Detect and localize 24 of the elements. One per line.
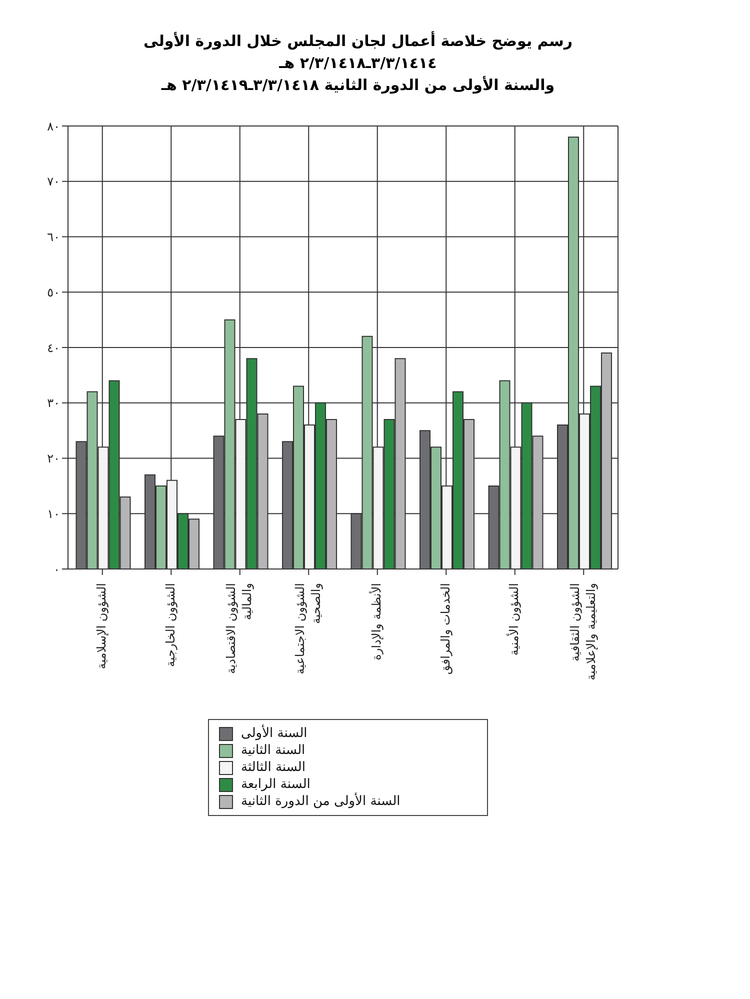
x-tick-label: الشؤون الثقافية والتعليمية والإعلامية xyxy=(568,583,598,680)
legend-label: السنة الرابعة xyxy=(241,777,310,792)
x-tick-label: الشؤون الاجتماعية والصحية xyxy=(292,583,323,674)
y-tick-label: ٥٠ xyxy=(47,285,60,300)
y-tick-label: ٠ xyxy=(54,562,60,576)
y-tick-label: ٢٠ xyxy=(47,452,60,466)
legend-label: السنة الأولى xyxy=(241,726,308,741)
legend-label: السنة الثانية xyxy=(241,743,306,758)
x-tick-label: الخدمات والمرافق xyxy=(438,583,452,675)
x-tick-label: الشؤون الإسلامية xyxy=(94,583,109,670)
y-tick-label: ٣٠ xyxy=(47,396,60,410)
y-tick-label: ٨٠ xyxy=(47,119,60,134)
x-tick-label: الشؤون الخارجية xyxy=(163,583,178,667)
legend-label: السنة الأولى من الدورة الثانية xyxy=(241,794,400,809)
y-tick-label: ١٠ xyxy=(47,506,60,521)
x-tick-label: الشؤون الأمنية xyxy=(506,583,522,656)
y-tick-label: ٧٠ xyxy=(47,174,60,189)
legend-label: السنة الثالثة xyxy=(241,760,306,775)
x-tick-label: الشؤون الاقتصادية والمالية xyxy=(224,583,254,674)
chart-subtitle: والسنة الأولى من الدورة الثانية ٣/٣/١٤١٨ـ٢/٣/١٤١٩ هـ xyxy=(160,74,556,96)
y-tick-label: ٤٠ xyxy=(47,340,60,355)
y-tick-label: ٦٠ xyxy=(47,230,60,244)
x-tick-label: الأنظمة والإدارة xyxy=(368,583,384,660)
chart-title: رسم يوضح خلاصة أعمال لجان المجلس خلال الدورة الأولى ٣/٣/١٤١٤ـ٢/٣/١٤١٨ هـ xyxy=(142,30,574,74)
